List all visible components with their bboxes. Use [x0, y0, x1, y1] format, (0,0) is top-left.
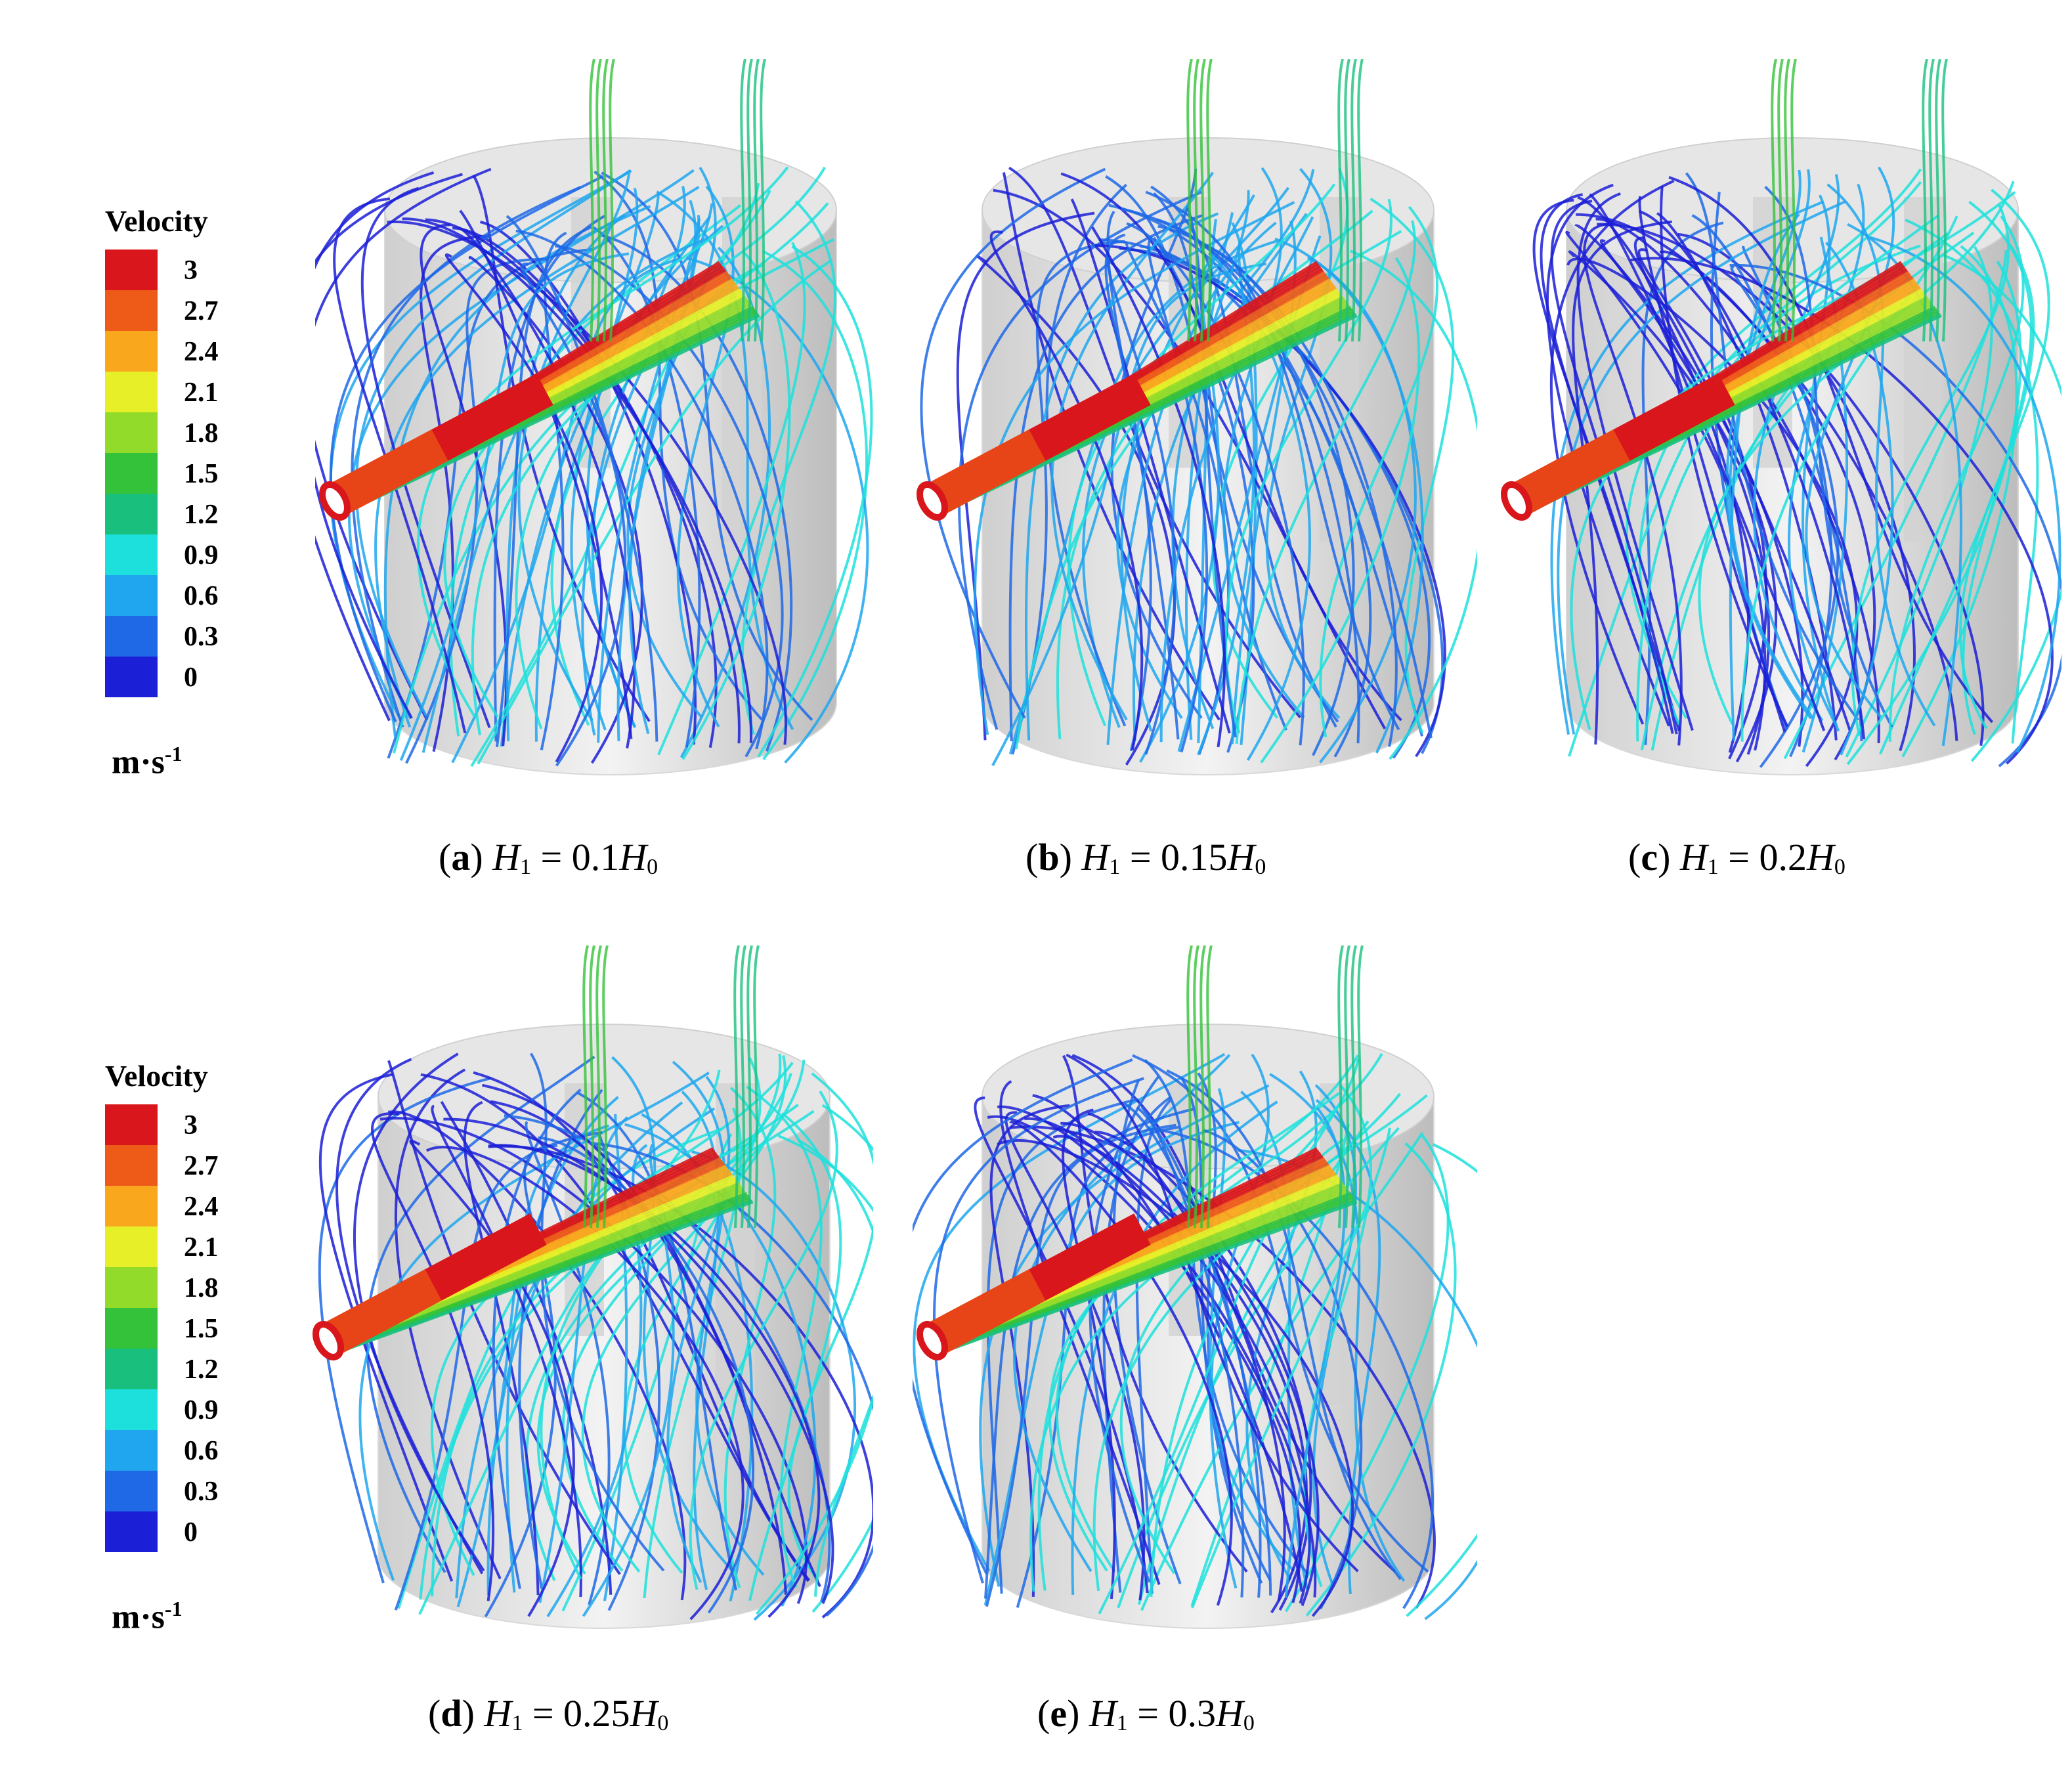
colorbar-swatch	[105, 1308, 158, 1349]
colorbar-swatch	[105, 1430, 158, 1471]
colorbar-tick-label: 2.1	[184, 378, 219, 408]
tank-streamlines-image	[1501, 59, 2061, 775]
tank-streamlines-image	[315, 59, 873, 775]
velocity-legend-bottom: Velocity 3 2.7 2.4 2.1 1.8 1.5 1.2 0.9 0.6 0.3 0 m…	[98, 1058, 256, 1649]
colorbar-tick-label: 0.9	[184, 1395, 219, 1425]
colorbar-tick-label: 2.1	[184, 1232, 219, 1263]
colorbar-tick-label: 1.2	[184, 500, 219, 530]
colorbar-swatch	[105, 1349, 158, 1389]
tank-streamlines-image	[913, 945, 1477, 1629]
colorbar-swatch	[105, 494, 158, 534]
caption-d: (d) H1 = 0.25H0	[428, 1692, 669, 1735]
colorbar-swatch	[105, 1471, 158, 1511]
colorbar-swatch	[105, 1226, 158, 1267]
velocity-legend-top: Velocity 3 2.7 2.4 2.1 1.8 1.5 1.2 0.9 0.6 0.3 0 m…	[98, 204, 256, 794]
colorbar-tick-label: 3	[184, 255, 198, 286]
colorbar-tick-label: 0.9	[184, 540, 219, 571]
colorbar-swatch	[105, 657, 158, 697]
colorbar-swatch	[105, 1267, 158, 1308]
colorbar-swatch	[105, 534, 158, 575]
colorbar-tick-label: 1.5	[184, 459, 219, 489]
colorbar-swatch	[105, 1511, 158, 1552]
colorbar-swatch	[105, 1186, 158, 1226]
colorbar-swatch	[105, 290, 158, 331]
colorbar-swatch	[105, 1145, 158, 1186]
caption-b: (b) H1 = 0.15H0	[1025, 836, 1266, 879]
colorbar-tick-label: 1.5	[184, 1314, 219, 1344]
streamline-panel-b	[913, 59, 1477, 814]
legend-unit: m·s-1	[112, 1597, 183, 1636]
colorbar-tick-label: 0.6	[184, 1436, 219, 1466]
colorbar-tick-label: 2.7	[184, 296, 219, 326]
colorbar-swatch	[105, 249, 158, 290]
colorbar-tick-label: 1.2	[184, 1355, 219, 1385]
colorbar: 3 2.7 2.4 2.1 1.8 1.5 1.2 0.9 0.6 0.3 0	[105, 1104, 263, 1557]
colorbar-tick-label: 0.3	[184, 622, 219, 652]
colorbar-swatch	[105, 331, 158, 372]
colorbar-tick-label: 0.3	[184, 1477, 219, 1507]
colorbar: 3 2.7 2.4 2.1 1.8 1.5 1.2 0.9 0.6 0.3 0	[105, 249, 263, 703]
caption-c: (c) H1 = 0.2H0	[1628, 836, 1845, 879]
caption-e: (e) H1 = 0.3H0	[1037, 1692, 1255, 1735]
streamline-panel-c	[1497, 59, 2061, 814]
tank-streamlines-image	[313, 945, 873, 1629]
colorbar-tick-label: 0	[184, 1517, 198, 1548]
colorbar-tick-label: 0.6	[184, 581, 219, 611]
colorbar-swatch	[105, 575, 158, 616]
caption-a: (a) H1 = 0.1H0	[439, 836, 658, 879]
colorbar-tick-label: 1.8	[184, 418, 219, 448]
colorbar-tick-label: 2.7	[184, 1151, 219, 1181]
colorbar-swatch	[105, 372, 158, 412]
colorbar-swatch	[105, 1389, 158, 1430]
colorbar-tick-label: 0	[184, 662, 198, 693]
streamline-panel-d	[309, 945, 873, 1668]
colorbar-tick-label: 2.4	[184, 1192, 219, 1222]
legend-title: Velocity	[105, 204, 208, 238]
colorbar-swatch	[105, 453, 158, 494]
colorbar-tick-label: 3	[184, 1110, 198, 1140]
legend-title: Velocity	[105, 1059, 208, 1093]
streamline-panel-a	[315, 59, 880, 814]
colorbar-swatch	[105, 616, 158, 657]
legend-unit: m·s-1	[112, 742, 183, 781]
streamline-panel-e	[913, 945, 1477, 1668]
colorbar-swatch	[105, 1104, 158, 1145]
colorbar-tick-label: 1.8	[184, 1273, 219, 1303]
colorbar-swatch	[105, 412, 158, 453]
tank-streamlines-image	[917, 59, 1477, 775]
colorbar-tick-label: 2.4	[184, 337, 219, 367]
